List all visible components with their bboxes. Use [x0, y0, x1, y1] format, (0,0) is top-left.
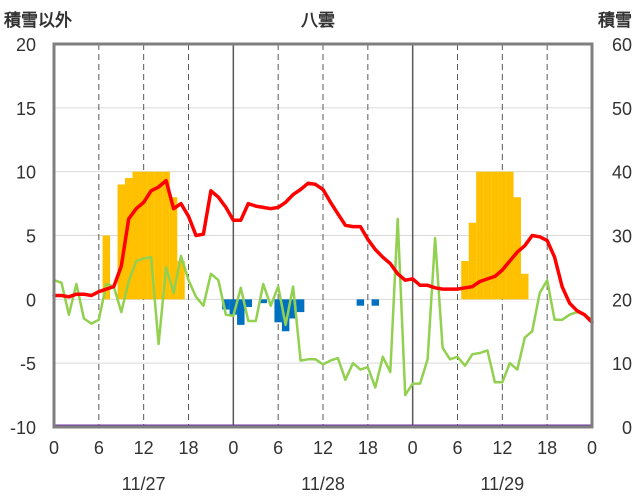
- snow-depth-bar: [117, 184, 125, 300]
- snow-depth-bar: [483, 171, 492, 300]
- snow-depth-bar: [461, 261, 469, 300]
- snow-depth-bar: [132, 171, 140, 300]
- snow-change-bar: [281, 299, 290, 332]
- snow-depth-bar: [162, 171, 170, 300]
- x-tick-label: 12: [134, 438, 154, 458]
- right-tick-label: 60: [612, 35, 632, 55]
- x-tick-label: 12: [492, 438, 512, 458]
- snow-change-bar: [222, 299, 230, 310]
- x-tick-label: 18: [537, 438, 557, 458]
- plot-frame: [52, 42, 594, 429]
- x-tick-label: 0: [228, 438, 238, 458]
- x-tick-label: 18: [178, 438, 198, 458]
- right-tick-label: 50: [612, 99, 632, 119]
- right-tick-label: 0: [622, 418, 632, 438]
- left-tick-label: 0: [26, 290, 36, 310]
- left-tick-label: -5: [20, 354, 36, 374]
- left-tick-label: -10: [10, 418, 36, 438]
- date-label: 11/27: [122, 474, 166, 494]
- temperature-series-line: [52, 178, 594, 325]
- snow-change-bar: [237, 299, 245, 325]
- snow-change-bar: [289, 299, 297, 319]
- x-tick-label: 6: [94, 438, 104, 458]
- snow-depth-bar: [147, 171, 155, 300]
- right-tick-label: 40: [612, 163, 632, 183]
- left-tick-label: 10: [16, 163, 36, 183]
- left-tick-label: 5: [26, 227, 36, 247]
- snow-change-bar: [259, 299, 267, 304]
- right-tick-label: 10: [612, 354, 632, 374]
- grid-lines: [54, 43, 592, 428]
- x-tick-label: 18: [358, 438, 378, 458]
- left-tick-label: 15: [16, 99, 36, 119]
- snow-change-bar: [274, 299, 282, 323]
- snow-change-bar: [244, 299, 253, 307]
- snow-depth-bar: [498, 171, 507, 300]
- chart-title: 八雲: [301, 11, 335, 30]
- snow-depth-bar: [169, 197, 178, 300]
- snow-depth-bar: [154, 171, 163, 300]
- snow-depth-bar: [177, 261, 185, 300]
- snow-depth-bar: [506, 171, 514, 300]
- x-tick-label: 0: [408, 438, 418, 458]
- snow-depth-bar: [124, 178, 133, 300]
- snow-change-bar: [229, 299, 238, 315]
- date-label: 11/28: [301, 474, 345, 494]
- snow-depth-bar: [521, 273, 529, 300]
- wind-series-line: [52, 217, 594, 397]
- snow-depth-bar: [139, 171, 148, 300]
- snow-change-bar: [296, 299, 305, 313]
- x-tick-label: 0: [49, 438, 59, 458]
- left-tick-label: 20: [16, 35, 36, 55]
- snow-depth-bar: [468, 222, 477, 300]
- snow-depth-bar: [476, 171, 484, 300]
- right-axis-title: 積雪: [598, 10, 632, 30]
- right-tick-label: 20: [612, 290, 632, 310]
- right-tick-label: 30: [612, 227, 632, 247]
- plot-border: [52, 42, 594, 429]
- x-tick-label: 12: [313, 438, 333, 458]
- x-tick-label: 6: [452, 438, 462, 458]
- snow-depth-bar: [491, 171, 499, 300]
- left-axis-title: 積雪以外: [4, 10, 72, 30]
- bar-series: [102, 171, 529, 332]
- snow-depth-bar: [102, 235, 111, 300]
- x-tick-label: 0: [587, 438, 597, 458]
- date-label: 11/29: [480, 474, 524, 494]
- snow-change-bar: [356, 299, 365, 306]
- x-tick-label: 6: [273, 438, 283, 458]
- snow-change-bar: [371, 299, 380, 306]
- snow-depth-bar: [513, 197, 522, 300]
